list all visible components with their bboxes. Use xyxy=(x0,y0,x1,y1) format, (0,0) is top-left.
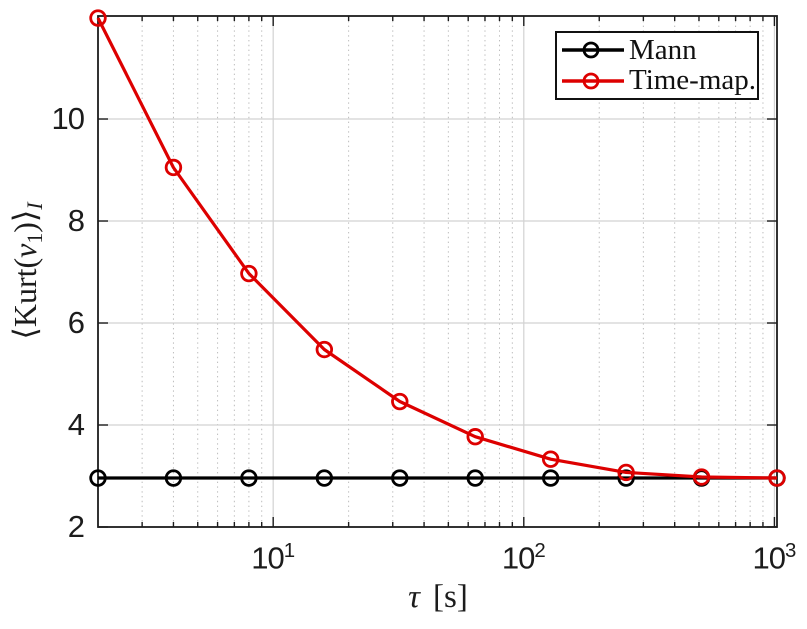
marker-timemap xyxy=(240,264,258,283)
marker-mann xyxy=(315,469,334,487)
x-tick-label: 102 xyxy=(501,539,546,576)
ylabel-variable-subscript: 1 xyxy=(23,232,48,244)
legend-item-mann: Mann xyxy=(561,35,753,66)
marker-timemap xyxy=(164,158,183,177)
x-axis-unit: [s] xyxy=(432,579,468,615)
marker-mann xyxy=(466,469,484,487)
x-axis-label: τ [s] xyxy=(408,579,468,616)
axes-box xyxy=(97,15,778,528)
marker-timemap xyxy=(768,469,786,487)
marker-timemap xyxy=(391,392,409,411)
series-line-timemap xyxy=(96,17,778,480)
x-tick-label: 101 xyxy=(251,539,296,576)
y-tick-label: 2 xyxy=(67,509,85,544)
legend-label-timemap: Time-map. xyxy=(629,64,757,97)
marker-mann xyxy=(541,469,560,487)
marker-timemap xyxy=(466,428,484,446)
ylabel-post: )⟩ xyxy=(6,209,43,233)
marker-mann xyxy=(617,469,635,487)
timemap-line-sample-icon xyxy=(562,72,624,90)
tau-symbol: τ xyxy=(408,579,420,615)
legend-label-mann: Mann xyxy=(629,33,697,66)
y-tick-label: 6 xyxy=(67,305,85,340)
marker-mann xyxy=(391,469,409,487)
marker-timemap xyxy=(617,463,635,482)
mann-line-sample-icon xyxy=(562,41,624,59)
marker-mann xyxy=(164,469,183,487)
y-tick-label: 10 xyxy=(51,101,85,137)
legend: Mann Time-map. xyxy=(555,31,759,100)
marker-timemap xyxy=(541,450,560,468)
y-tick-label: 8 xyxy=(67,203,85,238)
y-tick-label: 4 xyxy=(67,407,85,442)
marker-timemap xyxy=(692,468,711,486)
marker-mann xyxy=(240,469,258,487)
ylabel-pre: ⟨Kurt( xyxy=(6,257,43,340)
marker-mann xyxy=(89,469,107,487)
marker-timemap xyxy=(315,340,334,359)
ylabel-variable: v xyxy=(6,243,43,258)
legend-item-timemap: Time-map. xyxy=(561,64,757,97)
ylabel-interval-subscript: I xyxy=(23,202,48,210)
marker-timemap xyxy=(89,9,107,27)
x-tick-label: 103 xyxy=(752,539,797,576)
y-axis-label: ⟨Kurt(v1)⟩I xyxy=(6,202,48,339)
